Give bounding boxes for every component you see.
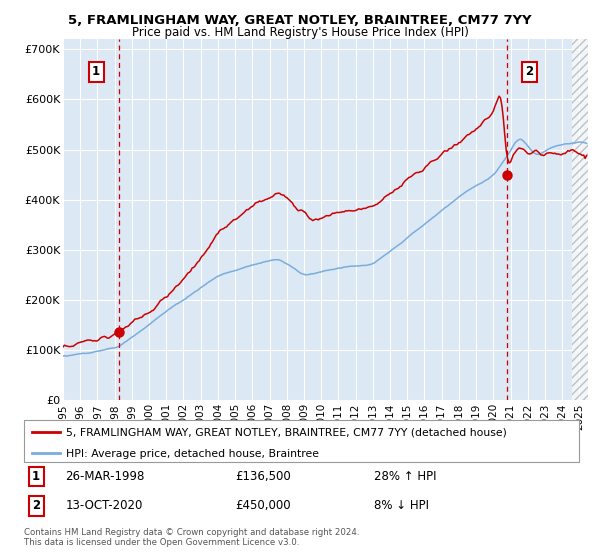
Text: 13-OCT-2020: 13-OCT-2020 [65,500,143,512]
Text: 26-MAR-1998: 26-MAR-1998 [65,470,145,483]
Text: 5, FRAMLINGHAM WAY, GREAT NOTLEY, BRAINTREE, CM77 7YY: 5, FRAMLINGHAM WAY, GREAT NOTLEY, BRAINT… [68,14,532,27]
Text: 8% ↓ HPI: 8% ↓ HPI [374,500,428,512]
Bar [572,39,588,400]
Text: 2: 2 [32,500,40,512]
Text: 1: 1 [32,470,40,483]
Text: HPI: Average price, detached house, Braintree: HPI: Average price, detached house, Brai… [65,449,319,459]
Text: Price paid vs. HM Land Registry's House Price Index (HPI): Price paid vs. HM Land Registry's House … [131,26,469,39]
Text: 1: 1 [92,66,100,78]
Text: 28% ↑ HPI: 28% ↑ HPI [374,470,436,483]
Text: £450,000: £450,000 [235,500,290,512]
Bar [572,39,588,400]
Text: £136,500: £136,500 [235,470,290,483]
Text: 2: 2 [525,66,533,78]
FancyBboxPatch shape [24,420,579,462]
Text: Contains HM Land Registry data © Crown copyright and database right 2024.
This d: Contains HM Land Registry data © Crown c… [24,528,359,548]
Text: 5, FRAMLINGHAM WAY, GREAT NOTLEY, BRAINTREE, CM77 7YY (detached house): 5, FRAMLINGHAM WAY, GREAT NOTLEY, BRAINT… [65,428,506,437]
